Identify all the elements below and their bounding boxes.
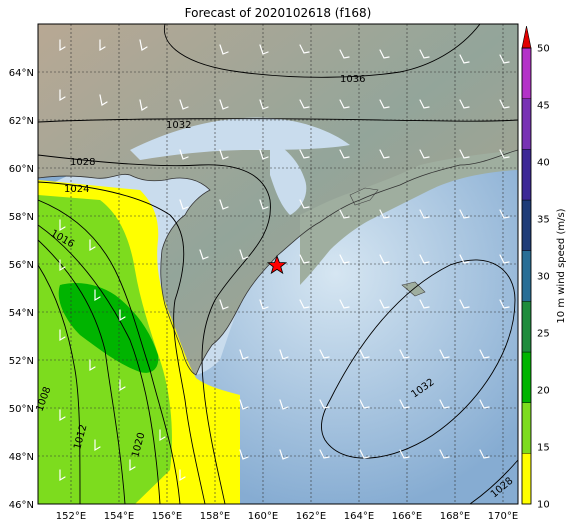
lon-tick-label: 158°E — [200, 511, 230, 522]
map-area — [38, 24, 518, 504]
map-title: Forecast of 2020102618 (f168) — [184, 6, 372, 20]
colorbar-frame — [521, 47, 532, 505]
lat-tick-label: 50°N — [9, 404, 34, 415]
colorbar-band — [521, 199, 532, 251]
colorbar-ticks: 10 15 20 25 30 35 40 45 50 — [537, 44, 550, 511]
land-siberia — [38, 24, 518, 375]
lon-tick-label: 170°E — [488, 511, 518, 522]
lat-tick-label: 46°N — [9, 500, 34, 511]
lat-tick-label: 48°N — [9, 452, 34, 463]
colorbar-band — [521, 301, 532, 353]
lon-tick-label: 156°E — [152, 511, 182, 522]
lon-tick-label: 164°E — [344, 511, 374, 522]
colorbar-label: 10 m wind speed (m/s) — [556, 208, 567, 323]
wind-barbs — [59, 39, 510, 482]
colorbar-band — [521, 402, 532, 454]
lat-axis: 64°N 62°N 60°N 58°N 56°N 54°N 52°N 50°N … — [9, 68, 34, 511]
colorbar-tick-label: 20 — [537, 386, 550, 397]
colorbar-tick-label: 50 — [537, 44, 550, 55]
colorbar-band — [521, 453, 532, 505]
colorbar-tick-label: 25 — [537, 329, 550, 340]
location-star-marker — [266, 254, 288, 275]
map-frame — [37, 23, 519, 505]
lat-tick-label: 56°N — [9, 260, 34, 271]
colorbar-extend-arrow — [521, 25, 532, 49]
colorbar-tick-label: 30 — [537, 272, 550, 283]
lon-tick-label: 168°E — [440, 511, 470, 522]
lon-tick-label: 166°E — [392, 511, 422, 522]
lon-tick-label: 154°E — [104, 511, 134, 522]
isobar-1032-closed — [320, 259, 516, 459]
colorbar: 10 15 20 25 30 35 40 45 50 10 m wind speed (m/s) — [521, 25, 567, 511]
colorbar-band — [521, 98, 532, 150]
isobars — [38, 24, 518, 504]
lon-tick-label: 160°E — [248, 511, 278, 522]
colorbar-tick-label: 45 — [537, 101, 550, 112]
lat-tick-label: 60°N — [9, 164, 34, 175]
graticule — [38, 24, 518, 504]
colorbar-tick-label: 15 — [537, 443, 550, 454]
lon-axis: 152°E 154°E 156°E 158°E 160°E 162°E 164°… — [56, 511, 518, 522]
lat-tick-label: 54°N — [9, 308, 34, 319]
contour-label: 1032 — [166, 120, 191, 131]
colorbar-bands — [521, 47, 532, 505]
colorbar-tick-label: 35 — [537, 215, 550, 226]
colorbar-band — [521, 250, 532, 302]
northern-coast-sea — [130, 117, 350, 160]
lon-tick-label: 152°E — [56, 511, 86, 522]
lat-tick-label: 62°N — [9, 116, 34, 127]
coastline — [38, 149, 518, 376]
lat-tick-label: 64°N — [9, 68, 34, 79]
shelikhov-gulf — [270, 140, 307, 215]
colorbar-tick-label: 10 — [537, 500, 550, 511]
colorbar-band — [521, 351, 532, 403]
colorbar-tick-label: 40 — [537, 158, 550, 169]
contour-label: 1036 — [340, 74, 365, 85]
lat-tick-label: 58°N — [9, 212, 34, 223]
lat-tick-label: 52°N — [9, 356, 34, 367]
colorbar-band — [521, 47, 532, 99]
contour-label: 1028 — [70, 157, 95, 168]
lon-tick-label: 162°E — [296, 511, 326, 522]
colorbar-band — [521, 149, 532, 201]
contour-label: 1024 — [64, 184, 89, 195]
